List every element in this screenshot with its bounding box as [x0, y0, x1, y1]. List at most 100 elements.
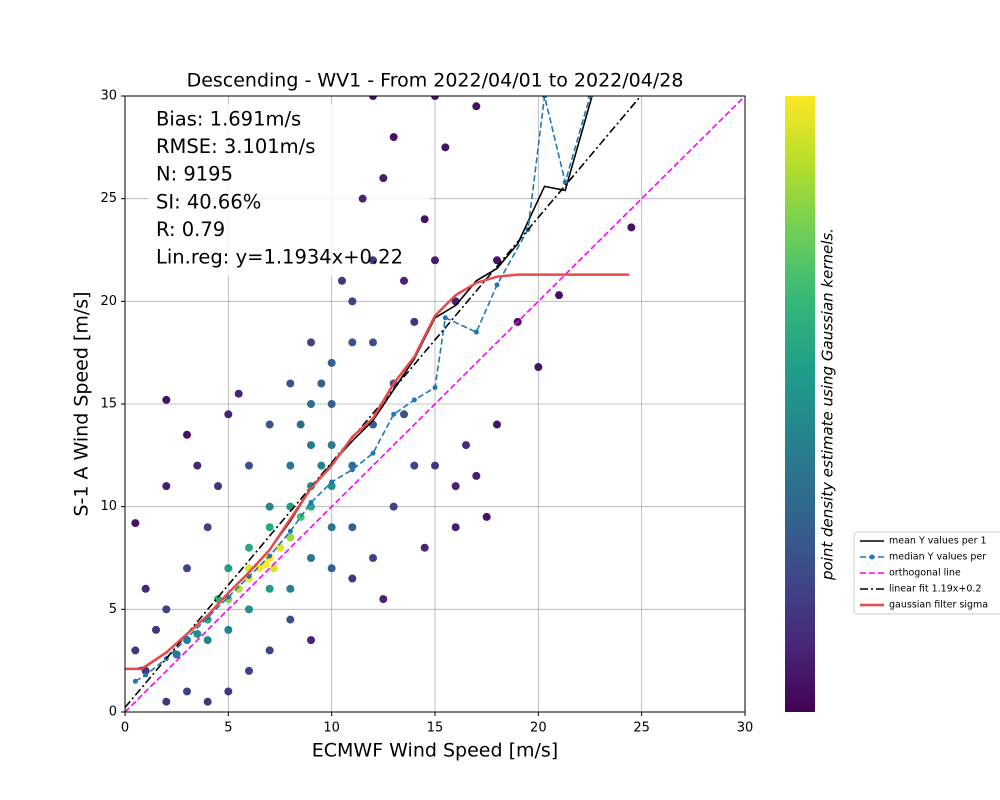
point	[327, 358, 336, 367]
y-tick-label: 20	[100, 294, 117, 309]
point	[269, 564, 278, 573]
series-marker	[143, 672, 149, 678]
point	[555, 291, 563, 300]
point	[245, 605, 253, 614]
legend	[853, 531, 1000, 615]
stats-text: Bias: 1.691m/s	[156, 108, 301, 131]
x-tick-label: 10	[323, 721, 340, 736]
series-marker	[542, 96, 548, 99]
point	[348, 523, 357, 532]
point	[493, 420, 501, 429]
point	[131, 519, 140, 528]
point	[472, 471, 481, 480]
point	[286, 379, 295, 388]
point	[307, 554, 315, 562]
stats-box	[148, 104, 430, 276]
series-marker	[442, 315, 448, 321]
point	[224, 625, 233, 634]
series-marker	[132, 678, 138, 684]
legend-label: median Y values per	[889, 552, 986, 563]
y-tick-label: 25	[100, 191, 117, 206]
series-marker	[473, 329, 479, 335]
point	[183, 687, 191, 696]
x-axis-label: ECMWF Wind Speed [m/s]	[312, 740, 558, 762]
point	[451, 523, 460, 532]
x-tick-label: 25	[633, 721, 650, 736]
point	[472, 102, 481, 111]
y-axis-label: S-1 A Wind Speed [m/s]	[71, 291, 93, 516]
point	[534, 363, 543, 372]
point	[261, 560, 270, 569]
point	[400, 276, 408, 285]
point	[286, 461, 295, 470]
legend-marker	[869, 554, 875, 560]
point	[410, 461, 419, 470]
series-line	[125, 96, 642, 708]
point	[307, 441, 315, 450]
legend-label: mean Y values per 1	[889, 536, 987, 547]
series-marker	[184, 635, 190, 641]
series-marker	[370, 450, 376, 456]
point	[348, 574, 357, 583]
point	[307, 338, 315, 347]
point	[389, 133, 398, 142]
point	[203, 697, 212, 706]
point	[286, 615, 295, 624]
point	[338, 276, 346, 285]
series-line	[125, 96, 745, 712]
point	[410, 317, 419, 326]
point	[245, 461, 253, 470]
point	[420, 543, 429, 552]
point	[183, 564, 191, 573]
point	[379, 174, 388, 183]
colorbar	[785, 96, 815, 712]
point	[224, 687, 233, 696]
series-marker	[494, 282, 500, 288]
point	[203, 523, 212, 532]
point	[245, 666, 253, 675]
point	[327, 441, 336, 450]
point	[307, 400, 315, 408]
point	[296, 420, 305, 429]
series-marker	[308, 500, 314, 506]
point	[369, 256, 377, 265]
point	[431, 461, 439, 470]
point	[493, 256, 501, 265]
point	[307, 636, 315, 645]
point	[276, 543, 284, 552]
series-marker	[267, 553, 273, 559]
legend-label: orthogonal line	[889, 568, 961, 579]
point	[482, 512, 491, 521]
point	[286, 584, 295, 593]
point	[162, 605, 171, 614]
point	[379, 595, 388, 604]
point	[327, 564, 336, 573]
legend-label: linear fit 1.19x+0.2	[889, 584, 981, 595]
point	[317, 379, 326, 388]
point	[348, 338, 357, 347]
point	[451, 482, 460, 491]
series-marker	[287, 528, 293, 534]
point	[224, 564, 233, 573]
stats-text: RMSE: 3.101m/s	[156, 135, 315, 158]
point	[358, 194, 367, 203]
point	[389, 502, 398, 511]
point	[245, 543, 253, 552]
point	[369, 338, 377, 347]
point	[286, 502, 295, 511]
point	[348, 297, 357, 306]
point	[265, 502, 274, 511]
series-marker	[411, 397, 417, 403]
point	[317, 461, 326, 470]
point	[286, 533, 295, 542]
y-tick-label: 0	[109, 705, 117, 720]
stats-text: Lin.reg: y=1.1934x+0.22	[156, 246, 403, 269]
y-tick-label: 5	[109, 602, 117, 617]
point	[203, 636, 212, 645]
x-tick-label: 0	[121, 721, 129, 736]
point	[441, 143, 450, 152]
point	[627, 223, 636, 232]
point	[183, 430, 191, 439]
point	[193, 461, 202, 470]
